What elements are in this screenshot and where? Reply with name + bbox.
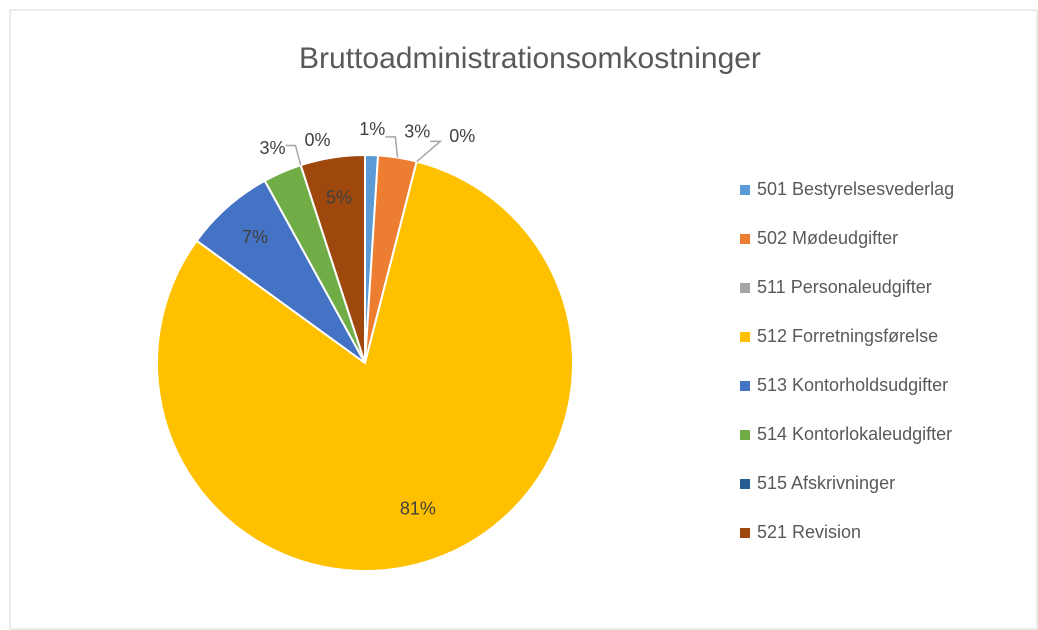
leader-line bbox=[416, 140, 443, 163]
data-label: 3% bbox=[404, 122, 430, 142]
chart-title: Bruttoadministrationsomkostninger bbox=[299, 42, 761, 75]
data-label: 0% bbox=[304, 130, 330, 150]
legend-label: 521 Revision bbox=[757, 522, 861, 542]
data-label: 81% bbox=[400, 499, 436, 519]
legend-swatch bbox=[740, 185, 750, 195]
legend-swatch bbox=[740, 283, 750, 293]
data-label: 0% bbox=[449, 126, 475, 146]
pie-slice bbox=[156, 160, 574, 572]
legend-swatch bbox=[740, 528, 750, 538]
legend-swatch bbox=[740, 479, 750, 489]
data-label: 5% bbox=[326, 187, 352, 207]
leader-line bbox=[385, 136, 399, 158]
legend-label: 513 Kontorholdsudgifter bbox=[757, 375, 948, 395]
legend-swatch bbox=[740, 430, 750, 440]
legend-swatch bbox=[740, 234, 750, 244]
data-label: 7% bbox=[242, 227, 268, 247]
data-label: 1% bbox=[359, 119, 385, 139]
legend-label: 501 Bestyrelsesvederlag bbox=[757, 179, 954, 199]
legend-swatch bbox=[740, 332, 750, 342]
legend-swatch bbox=[740, 381, 750, 391]
legend-label: 511 Personaleudgifter bbox=[757, 277, 932, 297]
data-label: 3% bbox=[259, 138, 285, 158]
legend-label: 502 Mødeudgifter bbox=[757, 228, 898, 248]
legend-label: 515 Afskrivninger bbox=[757, 473, 895, 493]
legend-label: 514 Kontorlokaleudgifter bbox=[757, 424, 952, 444]
legend-label: 512 Forretningsførelse bbox=[757, 326, 938, 346]
leader-line bbox=[285, 144, 302, 166]
